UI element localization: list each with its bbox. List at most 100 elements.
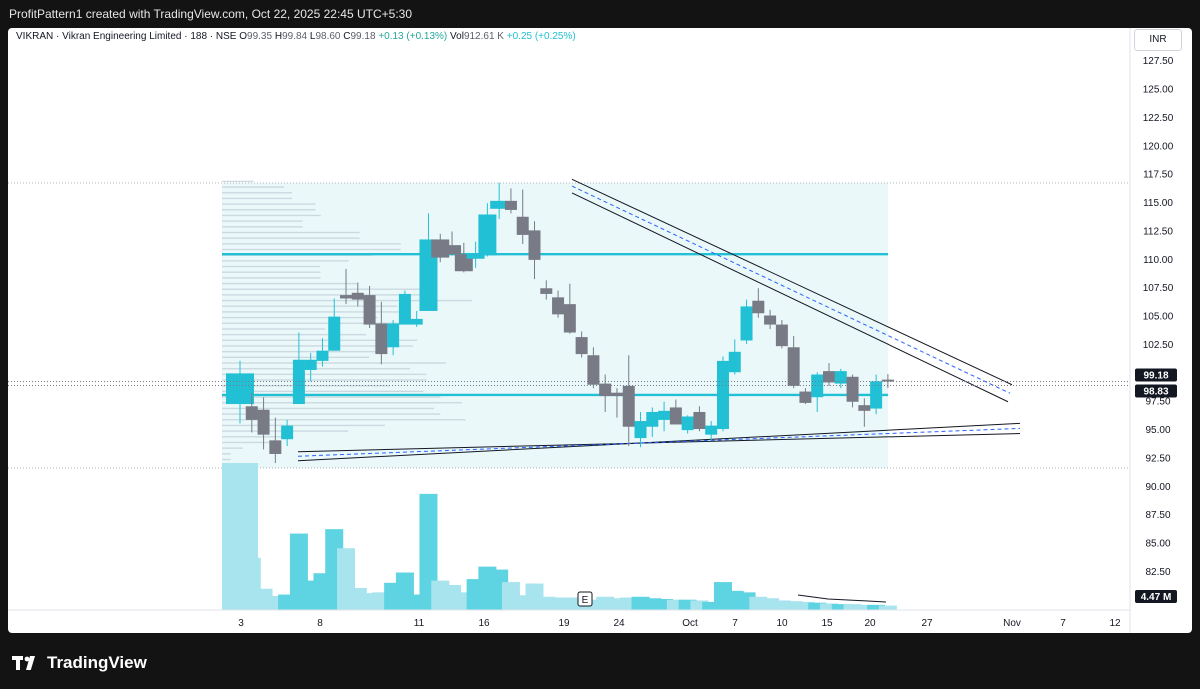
candle-body[interactable] xyxy=(552,297,565,315)
candle[interactable] xyxy=(410,310,423,327)
candle[interactable] xyxy=(610,388,623,418)
chart-panel[interactable]: E 127.50 125.00 122.50 120.00 117.50 115.00 11… xyxy=(8,28,1192,633)
candle[interactable] xyxy=(799,388,812,405)
time-axis[interactable]: 3 8 11 16 19 24 Oct 7 10 15 20 27 Nov 7 12 xyxy=(8,609,1130,629)
candle-body[interactable] xyxy=(646,411,659,427)
candle[interactable] xyxy=(528,221,541,280)
candle-body[interactable] xyxy=(587,355,600,385)
candle[interactable] xyxy=(443,231,462,256)
candle-body[interactable] xyxy=(363,295,376,325)
candles[interactable] xyxy=(226,182,894,464)
symbol-title[interactable]: VIKRAN · Vikran Engineering Limited · 18… xyxy=(16,31,237,42)
candle[interactable] xyxy=(363,285,376,328)
candle[interactable] xyxy=(752,288,765,318)
candle-body[interactable] xyxy=(634,421,647,439)
candle[interactable] xyxy=(281,419,294,447)
candle[interactable] xyxy=(870,374,883,415)
lower-channel-line-2[interactable] xyxy=(297,433,1021,453)
candle[interactable] xyxy=(398,290,411,325)
currency-button[interactable]: INR xyxy=(1134,29,1182,51)
candle-body[interactable] xyxy=(466,253,485,259)
upper-channel-line-1[interactable] xyxy=(571,178,1013,386)
candle-body[interactable] xyxy=(540,288,553,294)
candle-body[interactable] xyxy=(599,383,612,397)
candle-body[interactable] xyxy=(775,324,788,347)
candle-body[interactable] xyxy=(681,416,694,431)
candle[interactable] xyxy=(693,406,706,432)
candle[interactable] xyxy=(504,188,517,214)
candle[interactable] xyxy=(811,372,824,412)
candle[interactable] xyxy=(540,280,553,300)
price-label-2[interactable]: 98.83 xyxy=(1135,384,1177,398)
price-label-1[interactable]: 99.18 xyxy=(1135,368,1177,382)
candle-body[interactable] xyxy=(858,405,871,411)
candle-body[interactable] xyxy=(563,304,576,333)
candle[interactable] xyxy=(245,392,258,433)
candle-body[interactable] xyxy=(823,371,835,383)
candle-body[interactable] xyxy=(292,359,305,405)
candle-body[interactable] xyxy=(516,216,529,235)
candle[interactable] xyxy=(257,397,270,450)
candle-body[interactable] xyxy=(881,379,894,382)
candlestick-chart[interactable]: E 127.50 125.00 122.50 120.00 117.50 115.00 11… xyxy=(8,28,1192,633)
candle-body[interactable] xyxy=(575,337,588,355)
upper-channel-midline[interactable] xyxy=(571,185,1011,394)
candle-body[interactable] xyxy=(443,245,462,255)
candle[interactable] xyxy=(351,282,364,307)
candle[interactable] xyxy=(375,301,388,365)
candle-body[interactable] xyxy=(764,315,777,325)
candle-body[interactable] xyxy=(257,409,270,435)
candle[interactable] xyxy=(575,331,588,358)
candle[interactable] xyxy=(787,335,800,389)
candle-body[interactable] xyxy=(693,411,706,429)
candle-body[interactable] xyxy=(811,374,824,398)
candle[interactable] xyxy=(646,407,659,437)
candle[interactable] xyxy=(858,398,871,427)
candle-body[interactable] xyxy=(716,360,729,429)
candle[interactable] xyxy=(387,320,400,356)
candle-body[interactable] xyxy=(398,293,411,325)
earnings-marker[interactable]: E xyxy=(577,591,593,607)
candle-body[interactable] xyxy=(478,214,497,256)
tradingview-logo[interactable]: TradingView xyxy=(12,653,147,673)
price-axis[interactable]: 127.50 125.00 122.50 120.00 117.50 115.00 112.… xyxy=(8,28,1177,633)
candle-body[interactable] xyxy=(622,385,635,427)
candle-body[interactable] xyxy=(490,200,509,209)
candle[interactable] xyxy=(292,332,305,405)
candle[interactable] xyxy=(705,421,718,441)
horizontal-levels[interactable] xyxy=(222,253,888,397)
candle-body[interactable] xyxy=(658,410,671,420)
candle-body[interactable] xyxy=(410,318,423,325)
candle[interactable] xyxy=(622,355,635,447)
candle-body[interactable] xyxy=(846,376,859,402)
earnings-marker-box[interactable] xyxy=(577,591,593,607)
candle-body[interactable] xyxy=(752,300,765,314)
candle-body[interactable] xyxy=(669,407,682,425)
candle[interactable] xyxy=(599,374,612,412)
candle[interactable] xyxy=(316,338,329,367)
candle[interactable] xyxy=(516,189,529,244)
symbol-legend[interactable]: VIKRAN · Vikran Engineering Limited · 18… xyxy=(16,31,576,42)
upper-channel-line-2[interactable] xyxy=(571,192,1009,403)
candle-body[interactable] xyxy=(728,351,741,373)
trendlines[interactable] xyxy=(297,178,1021,462)
lower-channel-line-1[interactable] xyxy=(297,422,1021,462)
candle-body[interactable] xyxy=(528,230,541,260)
candle[interactable] xyxy=(740,299,753,344)
candle[interactable] xyxy=(823,363,835,386)
candle[interactable] xyxy=(478,203,497,257)
candle[interactable] xyxy=(716,356,729,432)
candle[interactable] xyxy=(775,320,788,349)
candle[interactable] xyxy=(634,411,647,448)
candle-body[interactable] xyxy=(870,381,883,409)
candle-body[interactable] xyxy=(610,392,623,397)
candle-body[interactable] xyxy=(787,347,800,386)
candle-body[interactable] xyxy=(340,295,353,299)
candle-body[interactable] xyxy=(316,350,329,361)
candle[interactable] xyxy=(728,339,741,375)
candle[interactable] xyxy=(340,268,353,305)
price-label-3[interactable]: 4.47 M xyxy=(1135,590,1177,603)
candle-body[interactable] xyxy=(799,391,812,403)
candle[interactable] xyxy=(834,368,847,389)
candle[interactable] xyxy=(490,182,509,220)
